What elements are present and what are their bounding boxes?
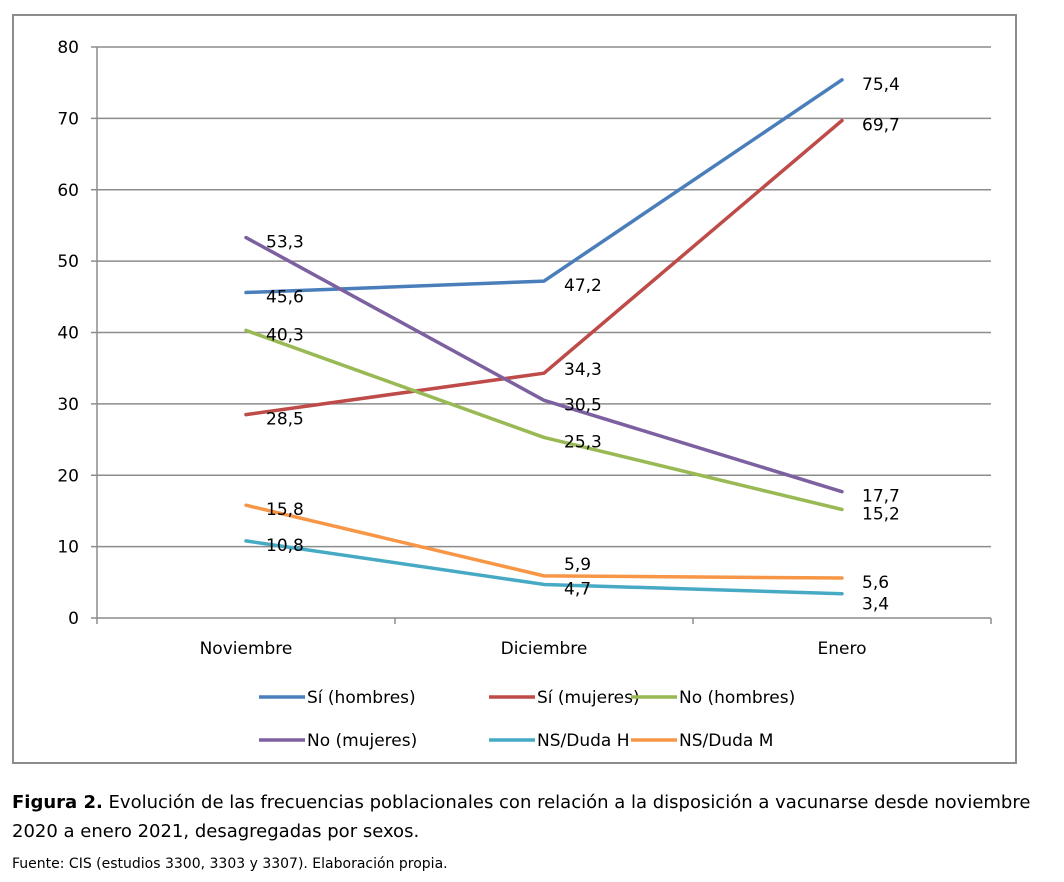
legend-label: NS/Duda H (537, 731, 630, 751)
data-label: 28,5 (266, 410, 304, 430)
data-label: 69,7 (862, 116, 900, 136)
figure-caption-text: Evolución de las frecuencias poblacional… (12, 792, 1031, 842)
x-tick-label: Enero (818, 639, 867, 659)
data-label: 47,2 (564, 276, 602, 296)
data-label: 5,9 (564, 555, 591, 575)
series-line (244, 118, 844, 417)
data-label: 5,6 (862, 573, 889, 593)
data-label: 75,4 (862, 75, 900, 95)
data-label: 25,3 (564, 432, 602, 452)
series-line (244, 503, 844, 580)
data-label: 15,8 (266, 500, 304, 520)
y-tick-label: 20 (57, 466, 79, 486)
data-label: 17,7 (862, 487, 900, 507)
legend-label: No (mujeres) (307, 731, 417, 751)
y-tick-label: 30 (57, 395, 79, 415)
data-label: 15,2 (862, 505, 900, 525)
series-line (244, 539, 844, 596)
y-tick-label: 10 (57, 538, 79, 558)
series-line (244, 328, 844, 512)
legend-label: No (hombres) (679, 688, 795, 708)
line-chart: 0 10 20 30 40 50 60 70 80 Noviembre Diciembre Enero… (57, 38, 992, 751)
data-label: 45,6 (266, 288, 304, 308)
y-tick-label: 80 (57, 38, 79, 58)
data-label: 10,8 (266, 536, 304, 556)
legend-label: NS/Duda M (679, 731, 773, 751)
y-tick-label: 40 (57, 324, 79, 344)
legend-label: Sí (hombres) (307, 688, 416, 708)
x-tick-label: Noviembre (200, 639, 293, 659)
data-label: 40,3 (266, 325, 304, 345)
y-tick-label: 70 (57, 109, 79, 129)
y-tick-label: 60 (57, 181, 79, 201)
y-tick-label: 0 (68, 609, 79, 629)
figure-caption: Figura 2. Evolución de las frecuencias p… (12, 788, 1057, 846)
data-label: 34,3 (564, 360, 602, 380)
y-tick-label: 50 (57, 252, 79, 272)
data-label: 4,7 (564, 579, 591, 599)
source-note: Fuente: CIS (estudios 3300, 3303 y 3307)… (12, 856, 448, 872)
series-line (244, 78, 844, 295)
data-label: 3,4 (862, 595, 889, 615)
figure-label: Figura 2. (12, 792, 103, 813)
legend-label: Sí (mujeres) (537, 688, 640, 708)
data-label: 30,5 (564, 395, 602, 415)
data-label: 53,3 (266, 233, 304, 253)
series-line (244, 235, 844, 494)
x-tick-label: Diciembre (501, 639, 588, 659)
chart-frame: 0 10 20 30 40 50 60 70 80 Noviembre Diciembre Enero… (12, 14, 1017, 764)
